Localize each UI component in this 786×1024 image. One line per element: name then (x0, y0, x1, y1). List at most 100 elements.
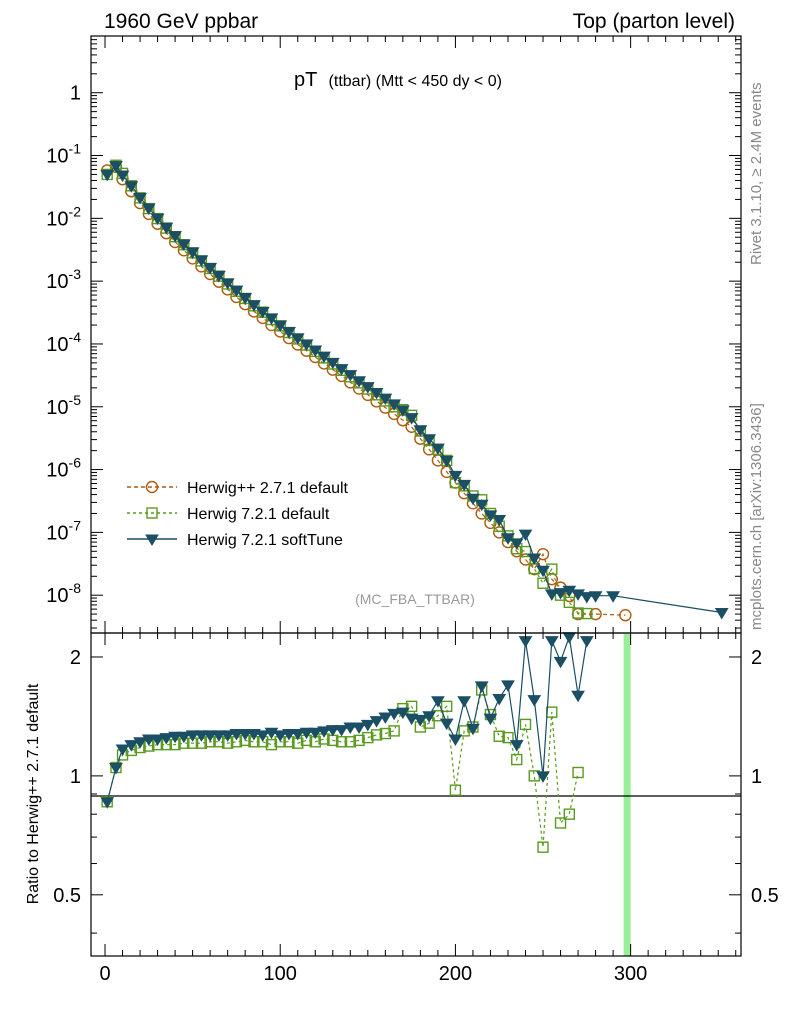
data-point (581, 607, 593, 620)
y-tick-exp: -2 (69, 203, 82, 219)
data-point (431, 696, 445, 708)
data-point (571, 690, 585, 703)
data-point (220, 278, 235, 290)
y-tick-exp: -1 (69, 141, 82, 157)
data-point (579, 636, 594, 648)
data-point (466, 493, 480, 506)
data-point (449, 784, 462, 796)
main-panel: 10-810-710-610-510-410-310-210-11 (46, 35, 742, 634)
y-tick-base: 10 (46, 146, 68, 168)
data-point (511, 753, 523, 766)
data-point (379, 727, 392, 740)
data-point (579, 592, 594, 604)
y-tick-base: 10 (46, 397, 68, 419)
legend: Herwig++ 2.7.1 default Herwig 7.2.1 defau… (127, 480, 349, 549)
data-point (360, 382, 375, 394)
data-point (439, 455, 454, 468)
data-point (458, 725, 470, 737)
data-point (343, 370, 358, 382)
x-tick-label: 0 (99, 963, 110, 985)
ratio-line (106, 636, 588, 802)
data-point (299, 727, 314, 740)
series-1 (101, 159, 593, 620)
data-point (133, 737, 147, 749)
ratio-green (101, 684, 584, 853)
header-right: Top (parton level) (573, 10, 735, 33)
y-tick-label: 10-7 (46, 517, 81, 544)
data-point (150, 734, 165, 746)
green-band-tail (623, 633, 631, 956)
data-point (413, 714, 428, 727)
data-point (395, 405, 410, 417)
data-point (492, 694, 507, 706)
data-point (146, 507, 158, 519)
data-point (387, 399, 401, 411)
data-point (527, 553, 542, 566)
data-point (255, 306, 270, 319)
data-point (247, 300, 261, 312)
data-point (588, 591, 603, 603)
data-point (352, 376, 366, 388)
data-point (325, 357, 340, 370)
data-point (439, 718, 454, 731)
data-point (353, 734, 365, 747)
legend-label: Herwig 7.2.1 softTune (187, 532, 343, 549)
data-point (378, 393, 393, 406)
data-point (387, 708, 401, 721)
watermark: (MC_FBA_TTBAR) (355, 591, 475, 607)
data-point (369, 716, 384, 728)
chart-title-main: pT (294, 69, 317, 91)
data-point (518, 529, 533, 542)
data-point (109, 161, 123, 173)
y-tick-base: 10 (46, 522, 68, 544)
data-point (502, 731, 514, 744)
data-point (492, 515, 507, 527)
data-point (308, 727, 323, 740)
data-point (317, 726, 331, 738)
data-point (141, 203, 156, 215)
y-tick-label: 10-3 (46, 266, 81, 293)
data-point (413, 425, 428, 437)
y-tick-label: 10-1 (46, 141, 81, 168)
data-point (466, 723, 480, 736)
data-point (185, 247, 200, 259)
data-point (553, 588, 568, 600)
data-point (554, 817, 567, 829)
data-point (299, 339, 314, 351)
mcplots-label: mcplots.cern.ch [arXiv:1306.3436] (748, 403, 765, 630)
data-point (185, 730, 200, 742)
data-point (159, 222, 174, 235)
y-tick-base: 10 (46, 585, 68, 607)
ratio-y-tick-label-right: 1 (751, 766, 762, 788)
ratio-y-tick-label: 1 (70, 766, 81, 788)
y-tick-base: 10 (46, 460, 68, 482)
y-tick-exp: -6 (69, 455, 82, 471)
data-point (100, 169, 115, 182)
data-point (238, 729, 253, 741)
data-point (448, 734, 463, 746)
data-point (133, 192, 147, 205)
data-point (405, 700, 418, 713)
data-point (194, 255, 209, 267)
chart-title-sub: (ttbar) (Mtt < 450 dy < 0) (329, 73, 502, 90)
data-point (544, 589, 559, 601)
y-tick-label: 10-6 (46, 455, 81, 482)
data-point (176, 239, 191, 251)
data-point (141, 734, 156, 746)
data-point (563, 596, 576, 609)
data-point (343, 722, 358, 734)
data-point (109, 763, 123, 775)
data-point (203, 262, 218, 275)
data-point (537, 841, 549, 853)
data-point (317, 351, 331, 364)
data-point (325, 725, 340, 737)
data-point (457, 696, 472, 708)
data-point (474, 681, 489, 693)
data-point (431, 443, 445, 456)
data-point (493, 730, 505, 742)
chart-title: pT (ttbar) (Mtt < 450 dy < 0) (294, 69, 502, 91)
x-tick-label: 200 (439, 963, 472, 985)
data-point (115, 744, 130, 756)
data-point (536, 565, 550, 578)
data-point (308, 345, 323, 358)
